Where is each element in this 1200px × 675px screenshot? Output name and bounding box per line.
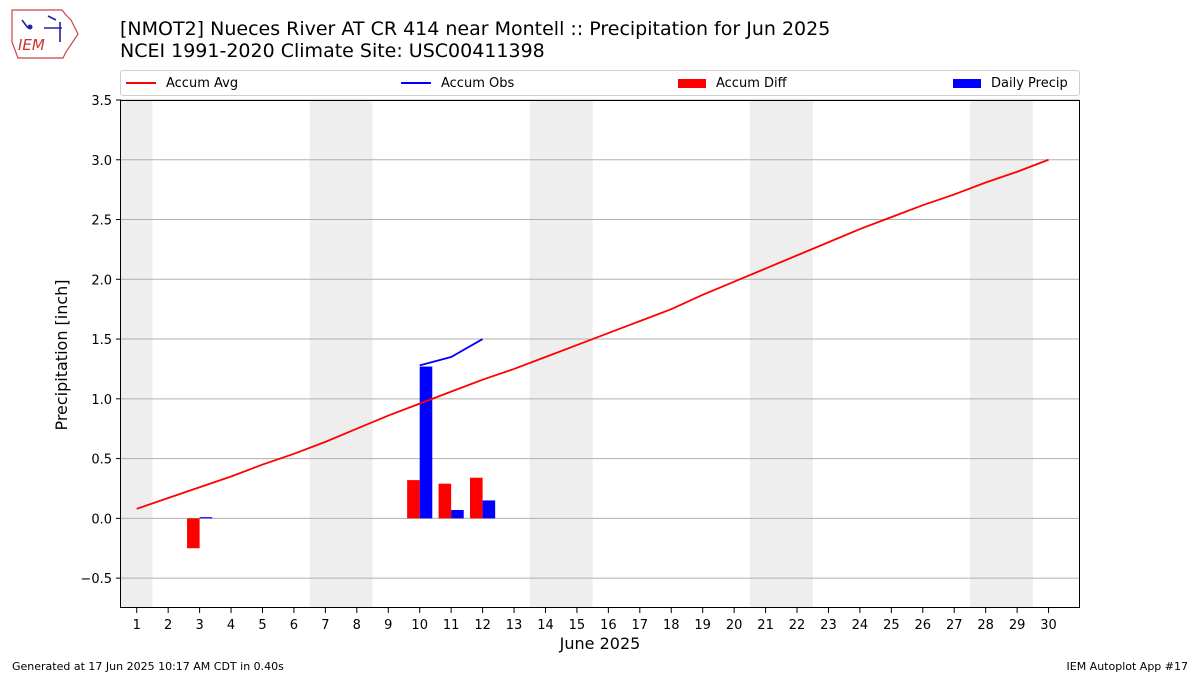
x-tick-label: 27: [946, 618, 963, 633]
x-tick-label: 23: [820, 618, 837, 633]
y-tick-label: −0.5: [80, 572, 112, 587]
x-tick-label: 2: [164, 618, 172, 633]
daily-precip-bar: [451, 509, 464, 519]
y-tick-label: 0.5: [91, 453, 112, 468]
logo-text: IEM: [18, 36, 45, 54]
bars: [187, 366, 496, 549]
x-tick-label: 24: [852, 618, 869, 633]
series-lines: [136, 158, 1049, 510]
x-tick-label: 15: [569, 618, 586, 633]
iem-logo: IEM: [11, 9, 79, 59]
accum-avg-line: [136, 158, 1049, 510]
legend-item-accum-diff: Accum Diff: [678, 71, 787, 95]
y-tick-label: 2.0: [91, 273, 112, 288]
chart-title: [NMOT2] Nueces River AT CR 414 near Mont…: [120, 18, 830, 62]
x-tick-label: 4: [227, 618, 235, 633]
legend-label-accum-diff: Accum Diff: [716, 75, 787, 91]
y-tick-label: 1.5: [91, 333, 112, 348]
legend-label-daily-precip: Daily Precip: [991, 75, 1068, 91]
legend-item-accum-obs: Accum Obs: [401, 71, 514, 95]
legend-swatch-daily-precip: [953, 78, 981, 88]
x-tick-label: 26: [915, 618, 932, 633]
legend-label-accum-obs: Accum Obs: [441, 75, 515, 91]
title-line-2: NCEI 1991-2020 Climate Site: USC00411398: [120, 40, 545, 62]
accum-obs-line: [419, 338, 484, 367]
plot-frame: [120, 100, 1080, 608]
legend-item-accum-avg: Accum Avg: [126, 71, 238, 95]
x-tick-label: 30: [1040, 618, 1057, 633]
x-tick-label: 8: [353, 618, 361, 633]
x-tick-label: 17: [632, 618, 649, 633]
weekend-band: [749, 100, 813, 608]
y-tick-label: 0.0: [91, 512, 112, 527]
x-tick-label: 10: [411, 618, 428, 633]
x-axis: 1 2 3 4 5 6 7 8 9 10 11 12 13 14 15 16 17 18 19 20 21 22 23 24 2…: [133, 608, 1057, 633]
x-tick-label: 18: [663, 618, 680, 633]
x-tick-label: 19: [694, 618, 711, 633]
accum-diff-bar: [407, 480, 420, 519]
x-tick-label: 7: [321, 618, 329, 633]
accum-diff-bar: [187, 518, 200, 549]
y-axis: −0.5 0.0 0.5 1.0 1.5 2.0 2.5 3.0 3.5: [80, 94, 121, 587]
x-tick-label: 16: [600, 618, 617, 633]
daily-precip-bar: [419, 366, 433, 519]
y-axis-label: Precipitation [inch]: [52, 279, 71, 430]
weekend-band: [529, 100, 593, 608]
accum-diff-bar: [438, 483, 452, 519]
daily-precip-bar: [199, 517, 213, 519]
legend-label-accum-avg: Accum Avg: [166, 75, 239, 91]
x-tick-label: 22: [789, 618, 806, 633]
x-tick-label: 5: [258, 618, 266, 633]
legend-swatch-accum-diff: [678, 78, 706, 88]
legend-swatch-accum-obs: [401, 82, 431, 84]
x-tick-label: 21: [757, 618, 774, 633]
x-tick-label: 11: [443, 618, 460, 633]
y-tick-label: 3.0: [91, 154, 112, 169]
weekend-band: [121, 100, 153, 608]
x-tick-label: 13: [506, 618, 523, 633]
x-tick-label: 9: [384, 618, 392, 633]
x-tick-label: 28: [977, 618, 994, 633]
footer-app: IEM Autoplot App #17: [1066, 660, 1189, 673]
x-axis-label: June 2025: [559, 634, 641, 653]
x-tick-label: 3: [195, 618, 203, 633]
legend-item-daily-precip: Daily Precip: [953, 71, 1068, 95]
legend: Accum Avg Accum Obs Accum Diff Daily Pre…: [120, 70, 1080, 96]
weekend-band: [309, 100, 373, 608]
x-tick-label: 6: [290, 618, 298, 633]
footer-generated: Generated at 17 Jun 2025 10:17 AM CDT in…: [12, 660, 284, 673]
legend-swatch-accum-avg: [126, 82, 156, 84]
grid-lines: [121, 99, 1080, 579]
y-tick-label: 2.5: [91, 214, 112, 229]
y-tick-label: 1.0: [91, 393, 112, 408]
x-tick-label: 1: [133, 618, 141, 633]
accum-diff-bar: [470, 477, 483, 519]
x-tick-label: 29: [1009, 618, 1026, 633]
daily-precip-bar: [482, 500, 496, 519]
title-line-1: [NMOT2] Nueces River AT CR 414 near Mont…: [120, 18, 831, 40]
x-tick-label: 25: [883, 618, 900, 633]
weekend-shading: [121, 100, 1033, 608]
x-tick-label: 20: [726, 618, 743, 633]
x-tick-label: 14: [537, 618, 554, 633]
y-tick-label: 3.5: [91, 94, 112, 109]
x-tick-label: 12: [474, 618, 491, 633]
